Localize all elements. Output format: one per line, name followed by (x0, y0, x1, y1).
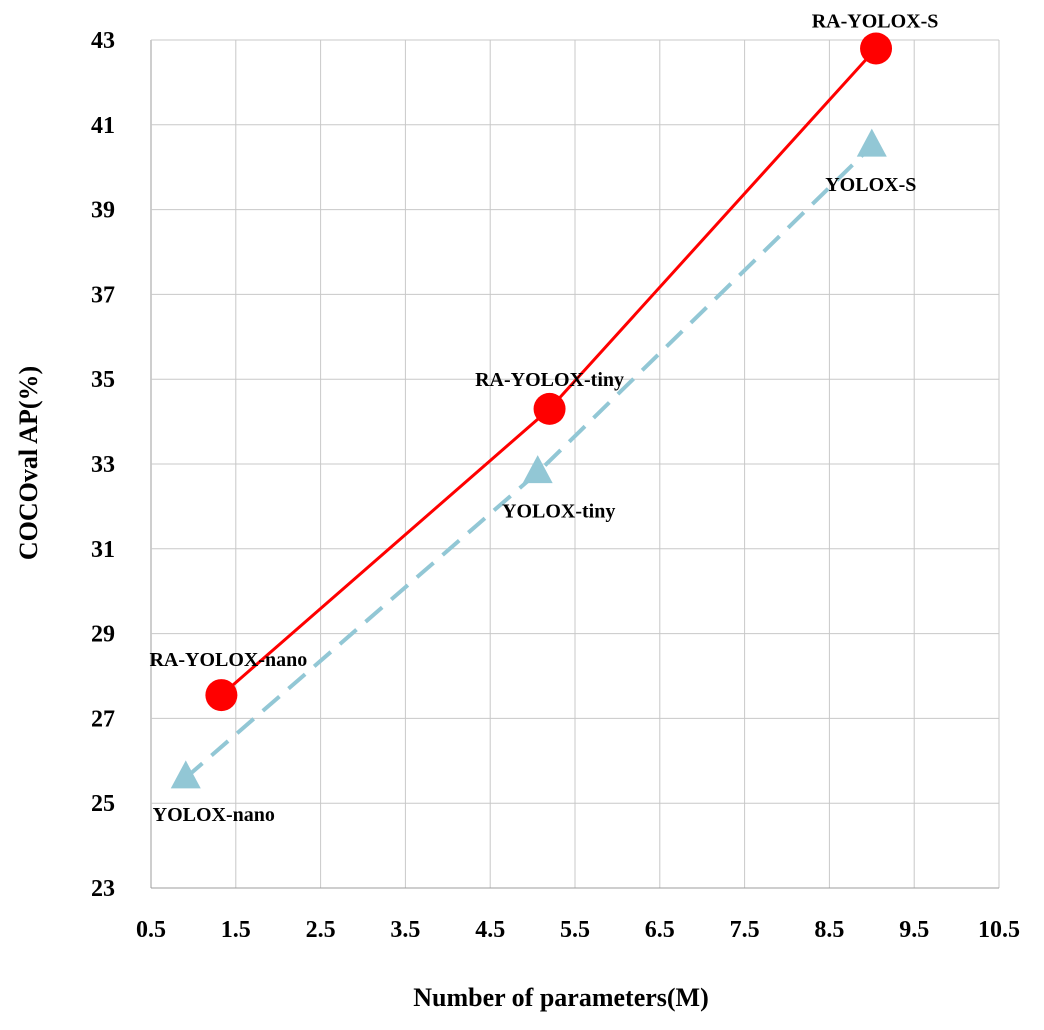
x-tick-label: 10.5 (978, 917, 1020, 943)
series-line-1 (184, 144, 874, 780)
series-group: RA-YOLOX-nano RA-YOLOX-tiny RA-YOLOX-S YOLO… (149, 10, 938, 825)
y-tick-label: 31 (91, 537, 115, 563)
x-tick-label: 4.5 (475, 917, 505, 943)
y-tick-label: 35 (91, 367, 115, 393)
x-axis-title: Number of parameters(M) (413, 983, 709, 1012)
y-tick-label: 23 (91, 876, 115, 902)
data-point-triangle (522, 455, 553, 484)
x-tick-label: 6.5 (645, 917, 675, 943)
data-point-triangle (170, 760, 201, 789)
grid (150, 39, 1000, 889)
y-tick-label: 29 (91, 622, 115, 648)
y-tick-label: 33 (91, 452, 115, 478)
x-tick-label: 3.5 (390, 917, 420, 943)
x-tick-label: 2.5 (306, 917, 336, 943)
data-label: RA-YOLOX-S (812, 10, 939, 32)
data-point-triangle (856, 128, 887, 157)
x-tick-label: 1.5 (221, 917, 251, 943)
x-tick-label: 5.5 (560, 917, 590, 943)
data-label: YOLOX-tiny (502, 500, 615, 522)
data-label: YOLOX-S (825, 174, 916, 196)
data-label: RA-YOLOX-tiny (475, 369, 624, 391)
y-tick-label: 41 (91, 113, 115, 139)
x-tick-label: 9.5 (899, 917, 929, 943)
y-tick-label: 25 (91, 791, 115, 817)
data-label: YOLOX-nano (153, 804, 275, 826)
x-tick-label: 0.5 (136, 917, 166, 943)
data-label: RA-YOLOX-nano (149, 649, 307, 671)
tick-labels: 0.5 1.5 2.5 3.5 4.5 5.5 6.5 7.5 8.5 9.5 10.5 23 25 27… (91, 28, 1020, 943)
x-tick-label: 7.5 (730, 917, 760, 943)
x-tick-label: 8.5 (814, 917, 844, 943)
y-tick-label: 43 (91, 28, 115, 54)
data-point-circle (205, 679, 238, 712)
y-tick-label: 27 (91, 706, 115, 732)
y-tick-label: 39 (91, 198, 115, 224)
y-tick-label: 37 (91, 282, 115, 308)
y-axis-title: COCOval AP(%) (14, 366, 43, 560)
data-point-circle (860, 32, 893, 65)
data-point-circle (533, 392, 566, 425)
